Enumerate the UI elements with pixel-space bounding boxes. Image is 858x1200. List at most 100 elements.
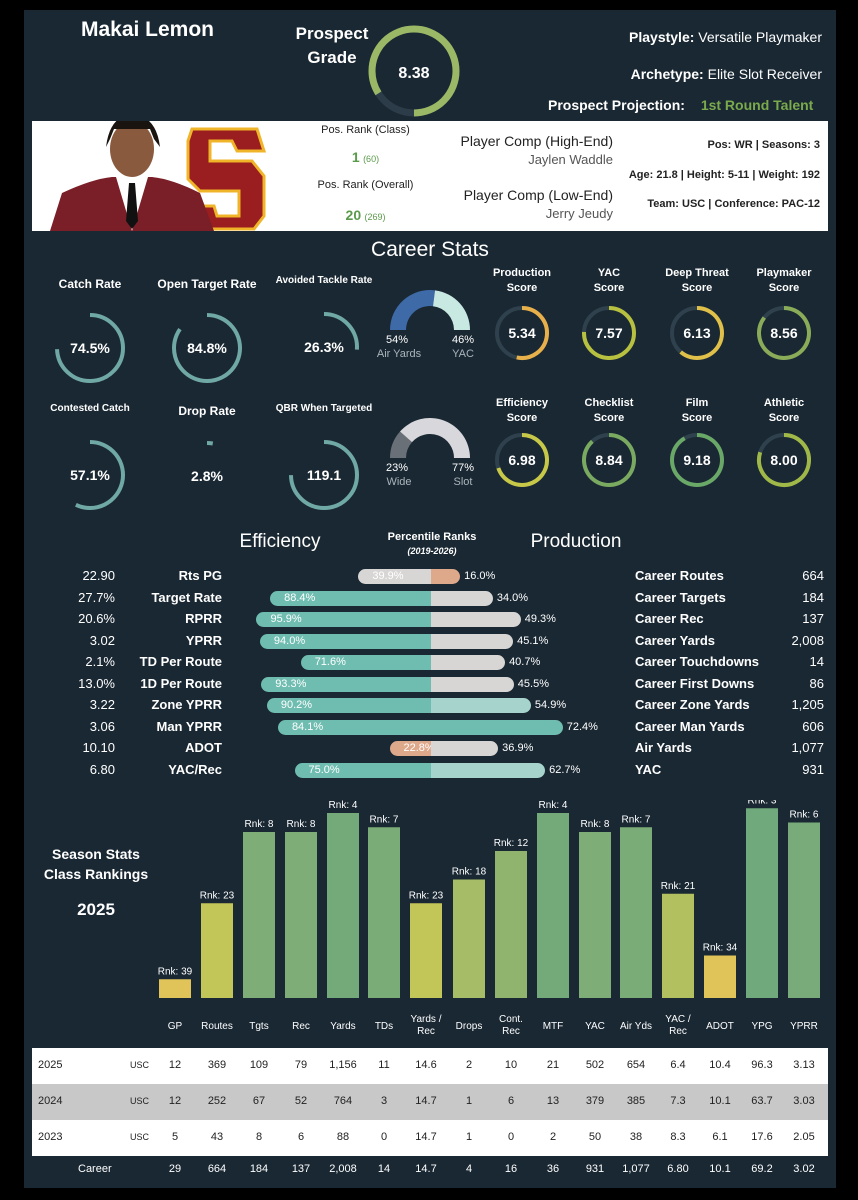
- score-gauge-label: Playmaker Score: [739, 266, 829, 296]
- eff-percentile-text: 84.1%: [291, 720, 324, 733]
- prod-label: Career Yards: [635, 632, 715, 648]
- playstyle-value: Versatile Playmaker: [698, 29, 822, 45]
- prod-label: Career First Downs: [635, 675, 755, 691]
- table-header-line: Rec: [417, 1026, 435, 1037]
- table-cell: 2.05: [793, 1131, 815, 1143]
- career-stats-title: Career Stats: [371, 238, 489, 261]
- grade-gauge-arc: [368, 25, 460, 117]
- prod-label: Career Rec: [635, 611, 704, 626]
- pos-rank-overall-total: (269): [364, 212, 386, 222]
- table-header: Routes: [195, 1021, 239, 1033]
- career-cell: 10.1: [709, 1163, 731, 1175]
- playstyle-label: Playstyle:: [629, 29, 695, 45]
- table-cell: 52: [294, 1095, 308, 1107]
- table-cell: 3.03: [793, 1095, 815, 1107]
- prod-percentile-text: 45.1%: [517, 634, 549, 647]
- table-header: Cont. Rec: [489, 1014, 533, 1038]
- prod-percentile-bar: [431, 612, 521, 627]
- eff-value: 2.1%: [85, 654, 115, 669]
- score-gauge-label: Production Score: [477, 266, 567, 296]
- season-rank-bar: [788, 822, 820, 998]
- season-rank-bar: [285, 832, 317, 998]
- table-cell: 1,156: [329, 1059, 357, 1071]
- table-header-line: Rec: [502, 1026, 520, 1037]
- prod-value: 664: [802, 568, 824, 583]
- grade-label: Prospect Grade: [282, 22, 382, 70]
- projection-line: Prospect Projection: 1st Round Talent: [548, 97, 813, 113]
- season-rank-label: Rnk: 8: [287, 819, 316, 830]
- eff-percentile-text: 94.0%: [273, 634, 306, 647]
- table-cell: 12: [168, 1059, 182, 1071]
- eff-percentile-bar: [389, 741, 431, 756]
- split-left-value: 54%: [386, 334, 408, 346]
- season-rank-label: Rnk: 7: [370, 814, 399, 825]
- prod-percentile-bar: [431, 698, 531, 713]
- table-cell: 385: [626, 1095, 646, 1107]
- season-rank-bar: [495, 851, 527, 998]
- table-header: MTF: [531, 1021, 575, 1033]
- usc-logo-icon: [185, 127, 267, 231]
- table-cell: 21: [546, 1059, 560, 1071]
- score-gauge-arc: [670, 433, 724, 487]
- team-line: Team: USC | Conference: PAC-12: [647, 198, 820, 210]
- table-cell: 3: [380, 1095, 388, 1107]
- rate-gauge-arc: [323, 312, 359, 350]
- season-year: 2025: [77, 900, 115, 919]
- eff-label: Target Rate: [151, 589, 222, 605]
- rate-gauge: 74.5%: [55, 313, 125, 383]
- split-donut: 54% Air Yards 46% YAC: [377, 290, 474, 360]
- rate-gauge-label: QBR When Targeted: [275, 403, 373, 414]
- table-row-team: USC: [130, 1096, 150, 1106]
- score-gauge-label-line2: Score: [593, 282, 625, 294]
- score-gauge-arc: [679, 306, 724, 360]
- table-cell: 6.1: [712, 1131, 728, 1143]
- prod-value: 606: [802, 718, 824, 734]
- prod-percentile-bar: [431, 762, 546, 778]
- rate-gauge-value: 74.5%: [70, 340, 110, 356]
- score-gauge-label-line1: YAC: [597, 267, 621, 279]
- rate-gauge-value: 26.3%: [304, 339, 344, 355]
- rate-gauge: 2.8%: [191, 440, 224, 484]
- career-cell: 664: [207, 1163, 227, 1175]
- score-gauge-label-line2: Score: [681, 412, 713, 424]
- table-header-line: Routes: [201, 1021, 233, 1032]
- prod-percentile-bar: [431, 655, 506, 670]
- grade-label-line2: Grade: [307, 48, 357, 67]
- table-row-bg-2024: [32, 1084, 828, 1120]
- prod-value: 137: [802, 611, 824, 626]
- season-rank-bar: [662, 893, 694, 998]
- pos-rank-overall: 20 (269): [308, 207, 423, 223]
- grade-value: 8.38: [398, 65, 429, 82]
- table-header-line: Yards /: [410, 1014, 442, 1025]
- season-rank-label: Rnk: 4: [329, 800, 358, 811]
- table-cell: 38: [629, 1131, 643, 1143]
- prod-label: Career Man Yards: [635, 718, 745, 734]
- rate-gauge-arc: [172, 313, 242, 383]
- prod-value: 184: [802, 589, 824, 605]
- season-rank-bar: [537, 813, 569, 998]
- profile-band: Pos. Rank (Class) 1 (60) Pos. Rank (Over…: [32, 121, 828, 231]
- prod-label: Air Yards: [635, 740, 692, 755]
- rate-gauge: 119.1: [289, 440, 359, 510]
- eff-percentile-bar: [266, 698, 431, 713]
- season-rank-label: Rnk: 7: [622, 814, 651, 825]
- eff-percentile-text: 71.6%: [314, 656, 346, 668]
- rate-gauge-value: 119.1: [307, 467, 341, 483]
- table-cell: 252: [207, 1095, 227, 1107]
- score-gauge-arc: [496, 433, 549, 487]
- pos-rank-class-label: Pos. Rank (Class): [321, 124, 410, 136]
- table-header: YAC / Rec: [656, 1014, 700, 1038]
- table-cell: 63.7: [751, 1095, 773, 1107]
- eff-percentile-text: 88.4%: [284, 591, 316, 604]
- prod-percentile-text: 72.4%: [566, 720, 598, 733]
- table-cell: 2: [549, 1131, 557, 1143]
- table-cell: 10.1: [709, 1095, 731, 1107]
- percentile-subtitle: (2019-2026): [407, 546, 457, 556]
- score-gauge-arc: [516, 306, 549, 360]
- table-header: YAC: [573, 1021, 617, 1033]
- table-cell: 17.6: [751, 1131, 773, 1143]
- rate-gauge-value: 57.1%: [70, 467, 110, 483]
- table-cell: 50: [588, 1131, 602, 1143]
- grade-label-line1: Prospect: [295, 24, 369, 43]
